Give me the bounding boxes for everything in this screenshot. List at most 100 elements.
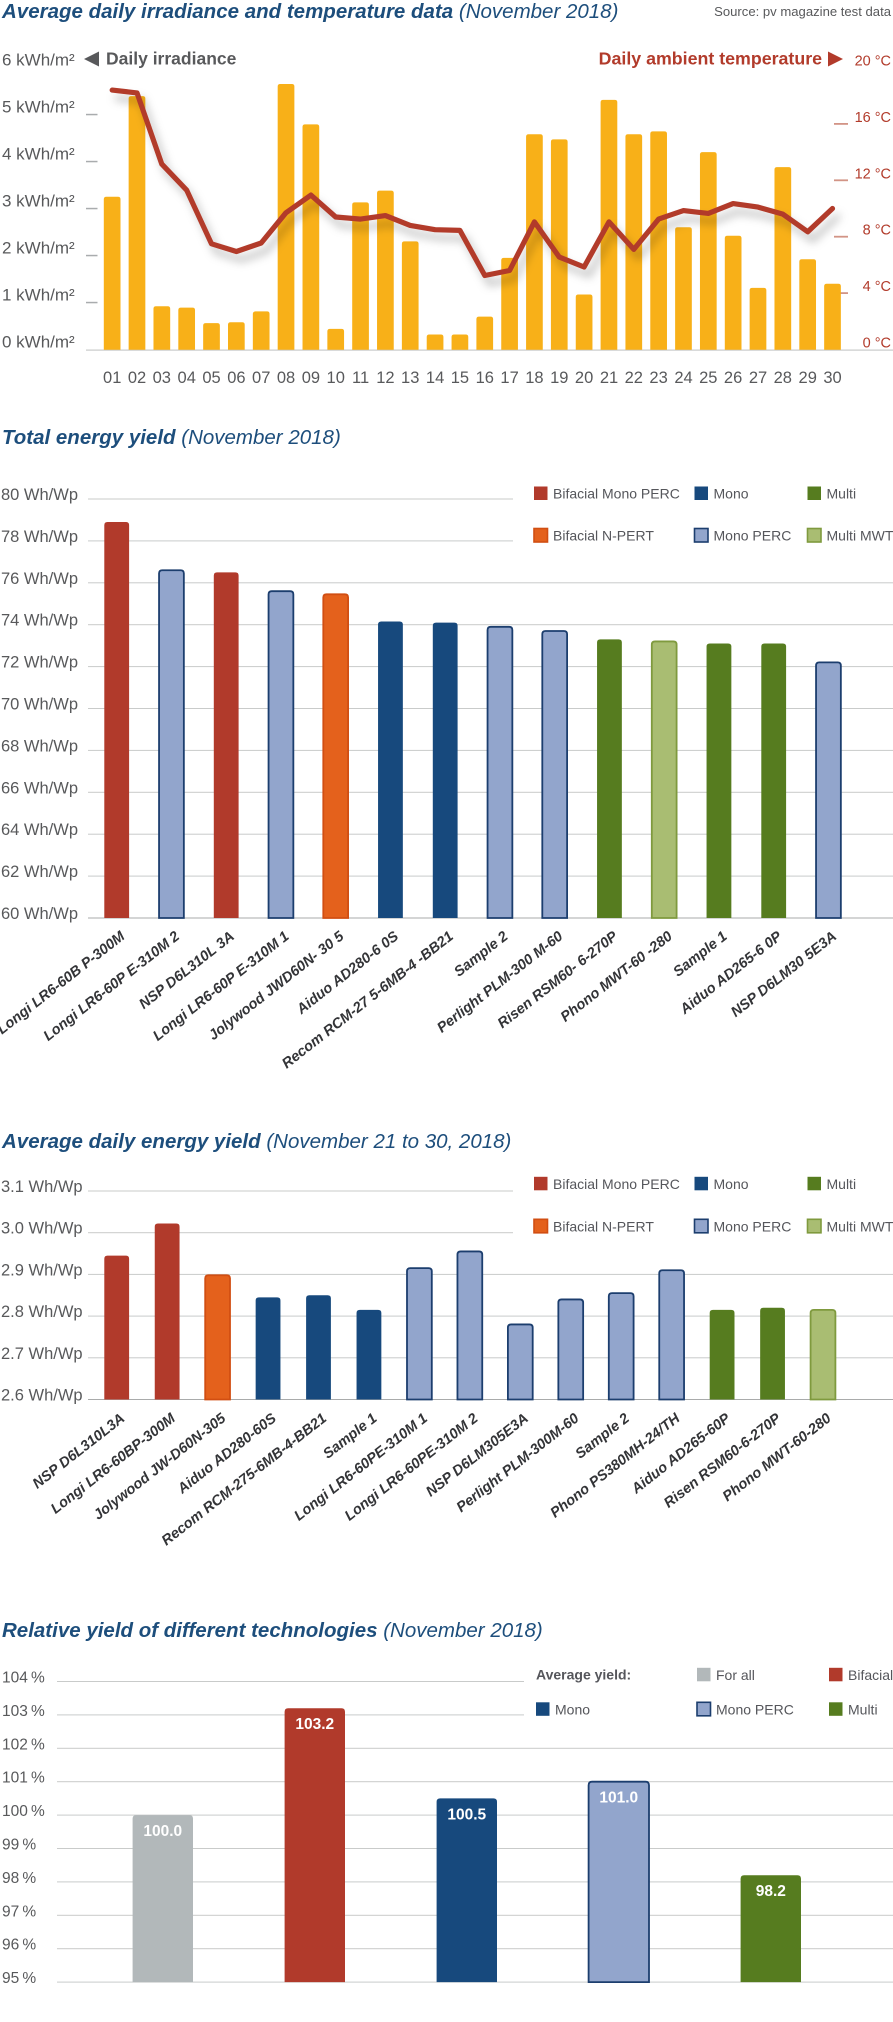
svg-text:09: 09 xyxy=(302,369,320,387)
svg-text:102 %: 102 % xyxy=(2,1736,45,1753)
svg-text:Daily ambient temperature: Daily ambient temperature xyxy=(599,49,822,69)
svg-text:80 Wh/Wp: 80 Wh/Wp xyxy=(1,486,78,504)
svg-text:66 Wh/Wp: 66 Wh/Wp xyxy=(1,779,78,797)
svg-text:100.0: 100.0 xyxy=(143,1823,182,1840)
svg-text:NSP D6LM30 5E3A: NSP D6LM30 5E3A xyxy=(728,929,840,1021)
svg-text:98.2: 98.2 xyxy=(756,1883,786,1900)
svg-text:17: 17 xyxy=(500,369,518,387)
svg-text:27: 27 xyxy=(749,369,767,387)
svg-text:5 kWh/m²: 5 kWh/m² xyxy=(2,98,75,117)
svg-text:3.1 Wh/Wp: 3.1 Wh/Wp xyxy=(1,1178,83,1196)
svg-text:26: 26 xyxy=(724,369,742,387)
svg-text:3.0 Wh/Wp: 3.0 Wh/Wp xyxy=(1,1220,83,1238)
svg-text:24: 24 xyxy=(674,369,692,387)
svg-text:Average yield:: Average yield: xyxy=(536,1667,631,1683)
svg-text:Bifacial Mono PERC: Bifacial Mono PERC xyxy=(553,486,680,502)
svg-text:Average daily irradiance and t: Average daily irradiance and temperature… xyxy=(1,0,618,23)
svg-text:100 %: 100 % xyxy=(2,1803,45,1820)
svg-text:Source: pv magazine test data: Source: pv magazine test data xyxy=(714,4,892,19)
svg-text:11: 11 xyxy=(352,369,369,387)
svg-text:Daily irradiance: Daily irradiance xyxy=(106,49,237,69)
svg-text:Mono PERC: Mono PERC xyxy=(714,1219,792,1235)
svg-text:70 Wh/Wp: 70 Wh/Wp xyxy=(1,696,78,714)
svg-text:Average daily energy yield (No: Average daily energy yield (November 21 … xyxy=(1,1130,511,1153)
svg-text:04: 04 xyxy=(178,369,196,387)
svg-text:64 Wh/Wp: 64 Wh/Wp xyxy=(1,821,78,839)
svg-text:Bifacial Mono PERC: Bifacial Mono PERC xyxy=(553,1176,680,1192)
svg-text:02: 02 xyxy=(128,369,146,387)
svg-text:4 kWh/m²: 4 kWh/m² xyxy=(2,145,75,164)
svg-text:Mono PERC: Mono PERC xyxy=(716,1702,794,1718)
svg-text:Mono: Mono xyxy=(714,1176,749,1192)
svg-text:20 °C: 20 °C xyxy=(855,54,891,70)
svg-text:60 Wh/Wp: 60 Wh/Wp xyxy=(1,905,78,923)
svg-text:12: 12 xyxy=(376,369,394,387)
svg-text:97 %: 97 % xyxy=(2,1903,36,1920)
svg-text:3 kWh/m²: 3 kWh/m² xyxy=(2,192,75,211)
svg-text:01: 01 xyxy=(103,369,121,387)
svg-text:101.0: 101.0 xyxy=(599,1790,638,1807)
svg-text:Total energy yield (November 2: Total energy yield (November 2018) xyxy=(2,426,341,449)
svg-text:Bifacial N-PERT: Bifacial N-PERT xyxy=(553,528,654,544)
svg-text:6 kWh/m²: 6 kWh/m² xyxy=(2,51,75,70)
svg-text:0 °C: 0 °C xyxy=(863,336,891,352)
svg-text:For all: For all xyxy=(716,1667,755,1683)
svg-text:Multi MWT: Multi MWT xyxy=(827,1219,893,1235)
svg-text:2.6 Wh/Wp: 2.6 Wh/Wp xyxy=(1,1387,83,1405)
svg-text:8 °C: 8 °C xyxy=(863,223,891,239)
svg-text:100.5: 100.5 xyxy=(447,1806,486,1823)
svg-text:98 %: 98 % xyxy=(2,1870,36,1887)
svg-text:Relative yield of different te: Relative yield of different technologies… xyxy=(2,1619,543,1642)
svg-text:2.7 Wh/Wp: 2.7 Wh/Wp xyxy=(1,1345,83,1363)
svg-text:95 %: 95 % xyxy=(2,1970,36,1987)
svg-text:28: 28 xyxy=(774,369,792,387)
svg-text:Multi MWT: Multi MWT xyxy=(827,528,893,544)
svg-text:06: 06 xyxy=(227,369,245,387)
svg-text:0 kWh/m²: 0 kWh/m² xyxy=(2,333,75,352)
svg-text:13: 13 xyxy=(401,369,419,387)
svg-text:NSP D6L310L 3A: NSP D6L310L 3A xyxy=(136,929,237,1013)
svg-text:Bifacial N-PERT: Bifacial N-PERT xyxy=(553,1219,654,1235)
svg-text:Mono PERC: Mono PERC xyxy=(714,528,792,544)
svg-text:2.8 Wh/Wp: 2.8 Wh/Wp xyxy=(1,1303,83,1321)
svg-text:16 °C: 16 °C xyxy=(855,110,891,126)
svg-text:99 %: 99 % xyxy=(2,1837,36,1854)
svg-text:16: 16 xyxy=(476,369,494,387)
svg-text:Bifacial: Bifacial xyxy=(848,1667,893,1683)
svg-text:104 %: 104 % xyxy=(2,1670,45,1687)
svg-text:101 %: 101 % xyxy=(2,1770,45,1787)
svg-text:68 Wh/Wp: 68 Wh/Wp xyxy=(1,737,78,755)
svg-text:103.2: 103.2 xyxy=(295,1716,334,1733)
svg-text:07: 07 xyxy=(252,369,270,387)
svg-text:14: 14 xyxy=(426,369,444,387)
svg-text:4 °C: 4 °C xyxy=(863,279,891,295)
svg-text:05: 05 xyxy=(202,369,220,387)
svg-text:Mono: Mono xyxy=(555,1702,590,1718)
svg-text:2.9 Wh/Wp: 2.9 Wh/Wp xyxy=(1,1261,83,1279)
svg-text:15: 15 xyxy=(451,369,469,387)
svg-text:62 Wh/Wp: 62 Wh/Wp xyxy=(1,863,78,881)
svg-text:12 °C: 12 °C xyxy=(855,166,891,182)
svg-text:2 kWh/m²: 2 kWh/m² xyxy=(2,239,75,258)
svg-text:29: 29 xyxy=(799,369,817,387)
svg-text:72 Wh/Wp: 72 Wh/Wp xyxy=(1,654,78,672)
svg-text:76 Wh/Wp: 76 Wh/Wp xyxy=(1,570,78,588)
svg-text:Multi: Multi xyxy=(848,1702,878,1718)
svg-text:25: 25 xyxy=(699,369,717,387)
svg-text:21: 21 xyxy=(600,369,618,387)
svg-text:Multi: Multi xyxy=(827,1176,857,1192)
svg-text:103 %: 103 % xyxy=(2,1703,45,1720)
svg-text:03: 03 xyxy=(153,369,171,387)
svg-text:78 Wh/Wp: 78 Wh/Wp xyxy=(1,528,78,546)
svg-text:20: 20 xyxy=(575,369,593,387)
svg-text:74 Wh/Wp: 74 Wh/Wp xyxy=(1,612,78,630)
svg-text:1 kWh/m²: 1 kWh/m² xyxy=(2,286,75,305)
svg-text:22: 22 xyxy=(625,369,643,387)
svg-text:18: 18 xyxy=(525,369,543,387)
svg-text:Mono: Mono xyxy=(714,486,749,502)
svg-text:30: 30 xyxy=(823,369,841,387)
svg-text:23: 23 xyxy=(649,369,667,387)
svg-text:08: 08 xyxy=(277,369,295,387)
svg-text:Multi: Multi xyxy=(827,486,857,502)
svg-text:19: 19 xyxy=(550,369,568,387)
